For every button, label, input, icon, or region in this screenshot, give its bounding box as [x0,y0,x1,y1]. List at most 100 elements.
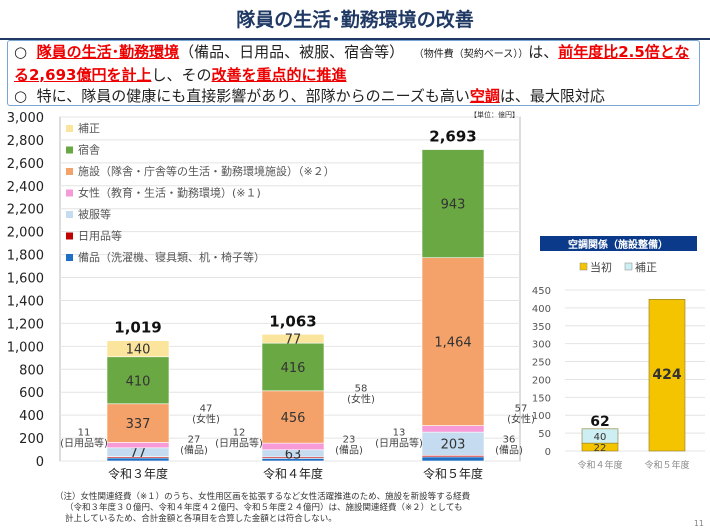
bullet-1: ○ 隊員の生活･勤務環境（備品、日用品、被服、宿舎等） （物件費（契約ベース））… [14,42,693,86]
text: 特に、隊員の健康にも直接影響があり、部隊からのニーズも高い [36,87,470,105]
note-line: 計上しているため、合計金額と各項目を合算した金額とは符合しない。 [65,514,337,524]
data-label: 140 [126,343,151,358]
page-title: 隊員の生活･勤務環境の改善 [0,0,710,40]
data-label: 77 [130,446,147,461]
subchart-title: 空調関係（施設整備） [568,238,668,251]
callout-label: 11 [78,428,91,439]
bar-segment [421,149,485,258]
callout-label: (女性) [347,393,375,406]
callout-label: 23 [343,435,356,446]
y-tick-label: 400 [19,409,44,424]
data-label: 943 [441,198,466,213]
callout-label: 12 [233,428,246,439]
page-number: 11 [693,519,704,528]
text: （備品、日用品、被服、宿舎等） [179,43,405,61]
x-tick-label: 令和４年度 [263,466,323,481]
total-label: 62 [590,414,609,430]
bullet-2: ○ 特に、隊員の健康にも直接影響があり、部隊からのニーズも高い空調は、最大限対応 [14,86,693,107]
bar-segment [261,333,325,344]
data-label: 424 [652,367,681,383]
y-tick-label: 450 [532,286,551,297]
callout-label: 57 [515,404,528,415]
legend-swatch [66,254,73,261]
y-tick-label: 0 [545,447,551,458]
text: し、その [151,66,212,84]
bar-segment [648,299,686,452]
bar-segment [106,340,170,358]
y-tick-label: 600 [19,386,44,401]
x-tick-label: 令和５年度 [644,459,689,471]
y-tick-label: 200 [19,432,44,447]
text: は、最大限対応 [499,87,605,105]
legend-label: 備品（洗濯機、寝具類、机・椅子等） [78,250,265,264]
data-label: 63 [285,447,302,462]
y-tick-label: 400 [532,304,551,315]
callout-label: 36 [503,435,516,446]
total-label: 1,019 [114,319,161,337]
legend-label: 施設（隊舎・庁舎等の生活・勤務環境施設）（※２） [78,164,335,178]
highlight: 隊員の生活･勤務環境 [36,43,180,61]
callout-label: (備品) [495,444,523,457]
note-line: （令和３年度３０億円、令和４年度４２億円、令和５年度２４億円）は、施設関連経費（… [65,503,463,513]
y-tick-label: 2,000 [7,226,44,241]
callout-label: (日用品等) [375,437,423,450]
highlight: 空調 [469,87,500,105]
y-tick-label: 2,600 [7,157,44,172]
y-tick-label: 50 [538,429,551,440]
x-tick-label: 令和３年度 [108,466,168,481]
callout-label: (日用品等) [60,437,108,450]
data-label: 40 [594,432,607,443]
subchart-title-bg [540,236,697,251]
bullet-mark: ○ [14,43,28,61]
x-tick-label: 令和４年度 [577,459,622,471]
y-tick-label: 350 [532,322,551,333]
legend-swatch [66,146,73,154]
data-label: 410 [126,374,151,389]
callout-label: 27 [188,435,201,446]
legend-swatch [579,262,588,271]
callout-label: 58 [355,384,368,395]
y-tick-label: 200 [532,375,551,386]
data-label: 203 [441,438,466,453]
y-tick-label: 300 [532,340,551,351]
unit-label: 【単位：億円】 [470,110,519,119]
bullet-mark: ○ [14,87,28,105]
footnote: （注）女性関連経費（※１）のうち、女性用区画を拡張するなど女性活躍推進のため、施… [55,492,470,525]
bar-segment [421,425,485,433]
callout-label: (日用品等) [215,437,263,450]
legend-label: 補正 [635,261,657,274]
summary-box: ○ 隊員の生活･勤務環境（備品、日用品、被服、宿舎等） （物件費（契約ベース））… [7,40,700,106]
legend-label: 当初 [590,260,612,274]
legend-swatch [66,125,73,132]
callout-label: (女性) [192,413,220,426]
callout-label: 47 [200,404,213,415]
legend-label: 女性（教育・生活・勤務環境）(※１) [78,186,261,200]
y-tick-label: 3,000 [7,111,44,126]
legend-label: 補正 [78,122,100,135]
callout-label: (女性) [507,413,535,426]
y-tick-label: 1,600 [7,272,44,287]
legend-swatch [66,189,73,197]
data-label: 416 [281,361,306,376]
data-label: 456 [281,411,306,426]
bar-segment [421,456,485,462]
legend-label: 宿舎 [78,143,100,157]
legend-swatch [66,168,73,175]
legend-label: 被服等 [78,207,111,221]
highlight: 改善を重点的に推進 [211,66,347,84]
y-tick-label: 150 [532,393,551,404]
note-line: （注）女性関連経費（※１）のうち、女性用区画を拡張するなど女性活躍推進のため、施… [55,492,471,502]
y-tick-label: 1,800 [7,249,44,264]
x-tick-label: 令和５年度 [423,466,483,481]
y-tick-label: 2,200 [7,203,44,218]
y-tick-label: 800 [19,363,44,378]
bar-segment [261,442,325,451]
y-tick-label: 1,400 [7,294,44,309]
legend-label: 日用品等 [78,229,122,243]
bar-segment [106,356,170,405]
y-tick-label: 1,000 [7,340,44,355]
y-tick-label: 250 [532,358,551,369]
text: （物件費（契約ベース）） [413,49,529,60]
bar-segment [421,257,485,426]
